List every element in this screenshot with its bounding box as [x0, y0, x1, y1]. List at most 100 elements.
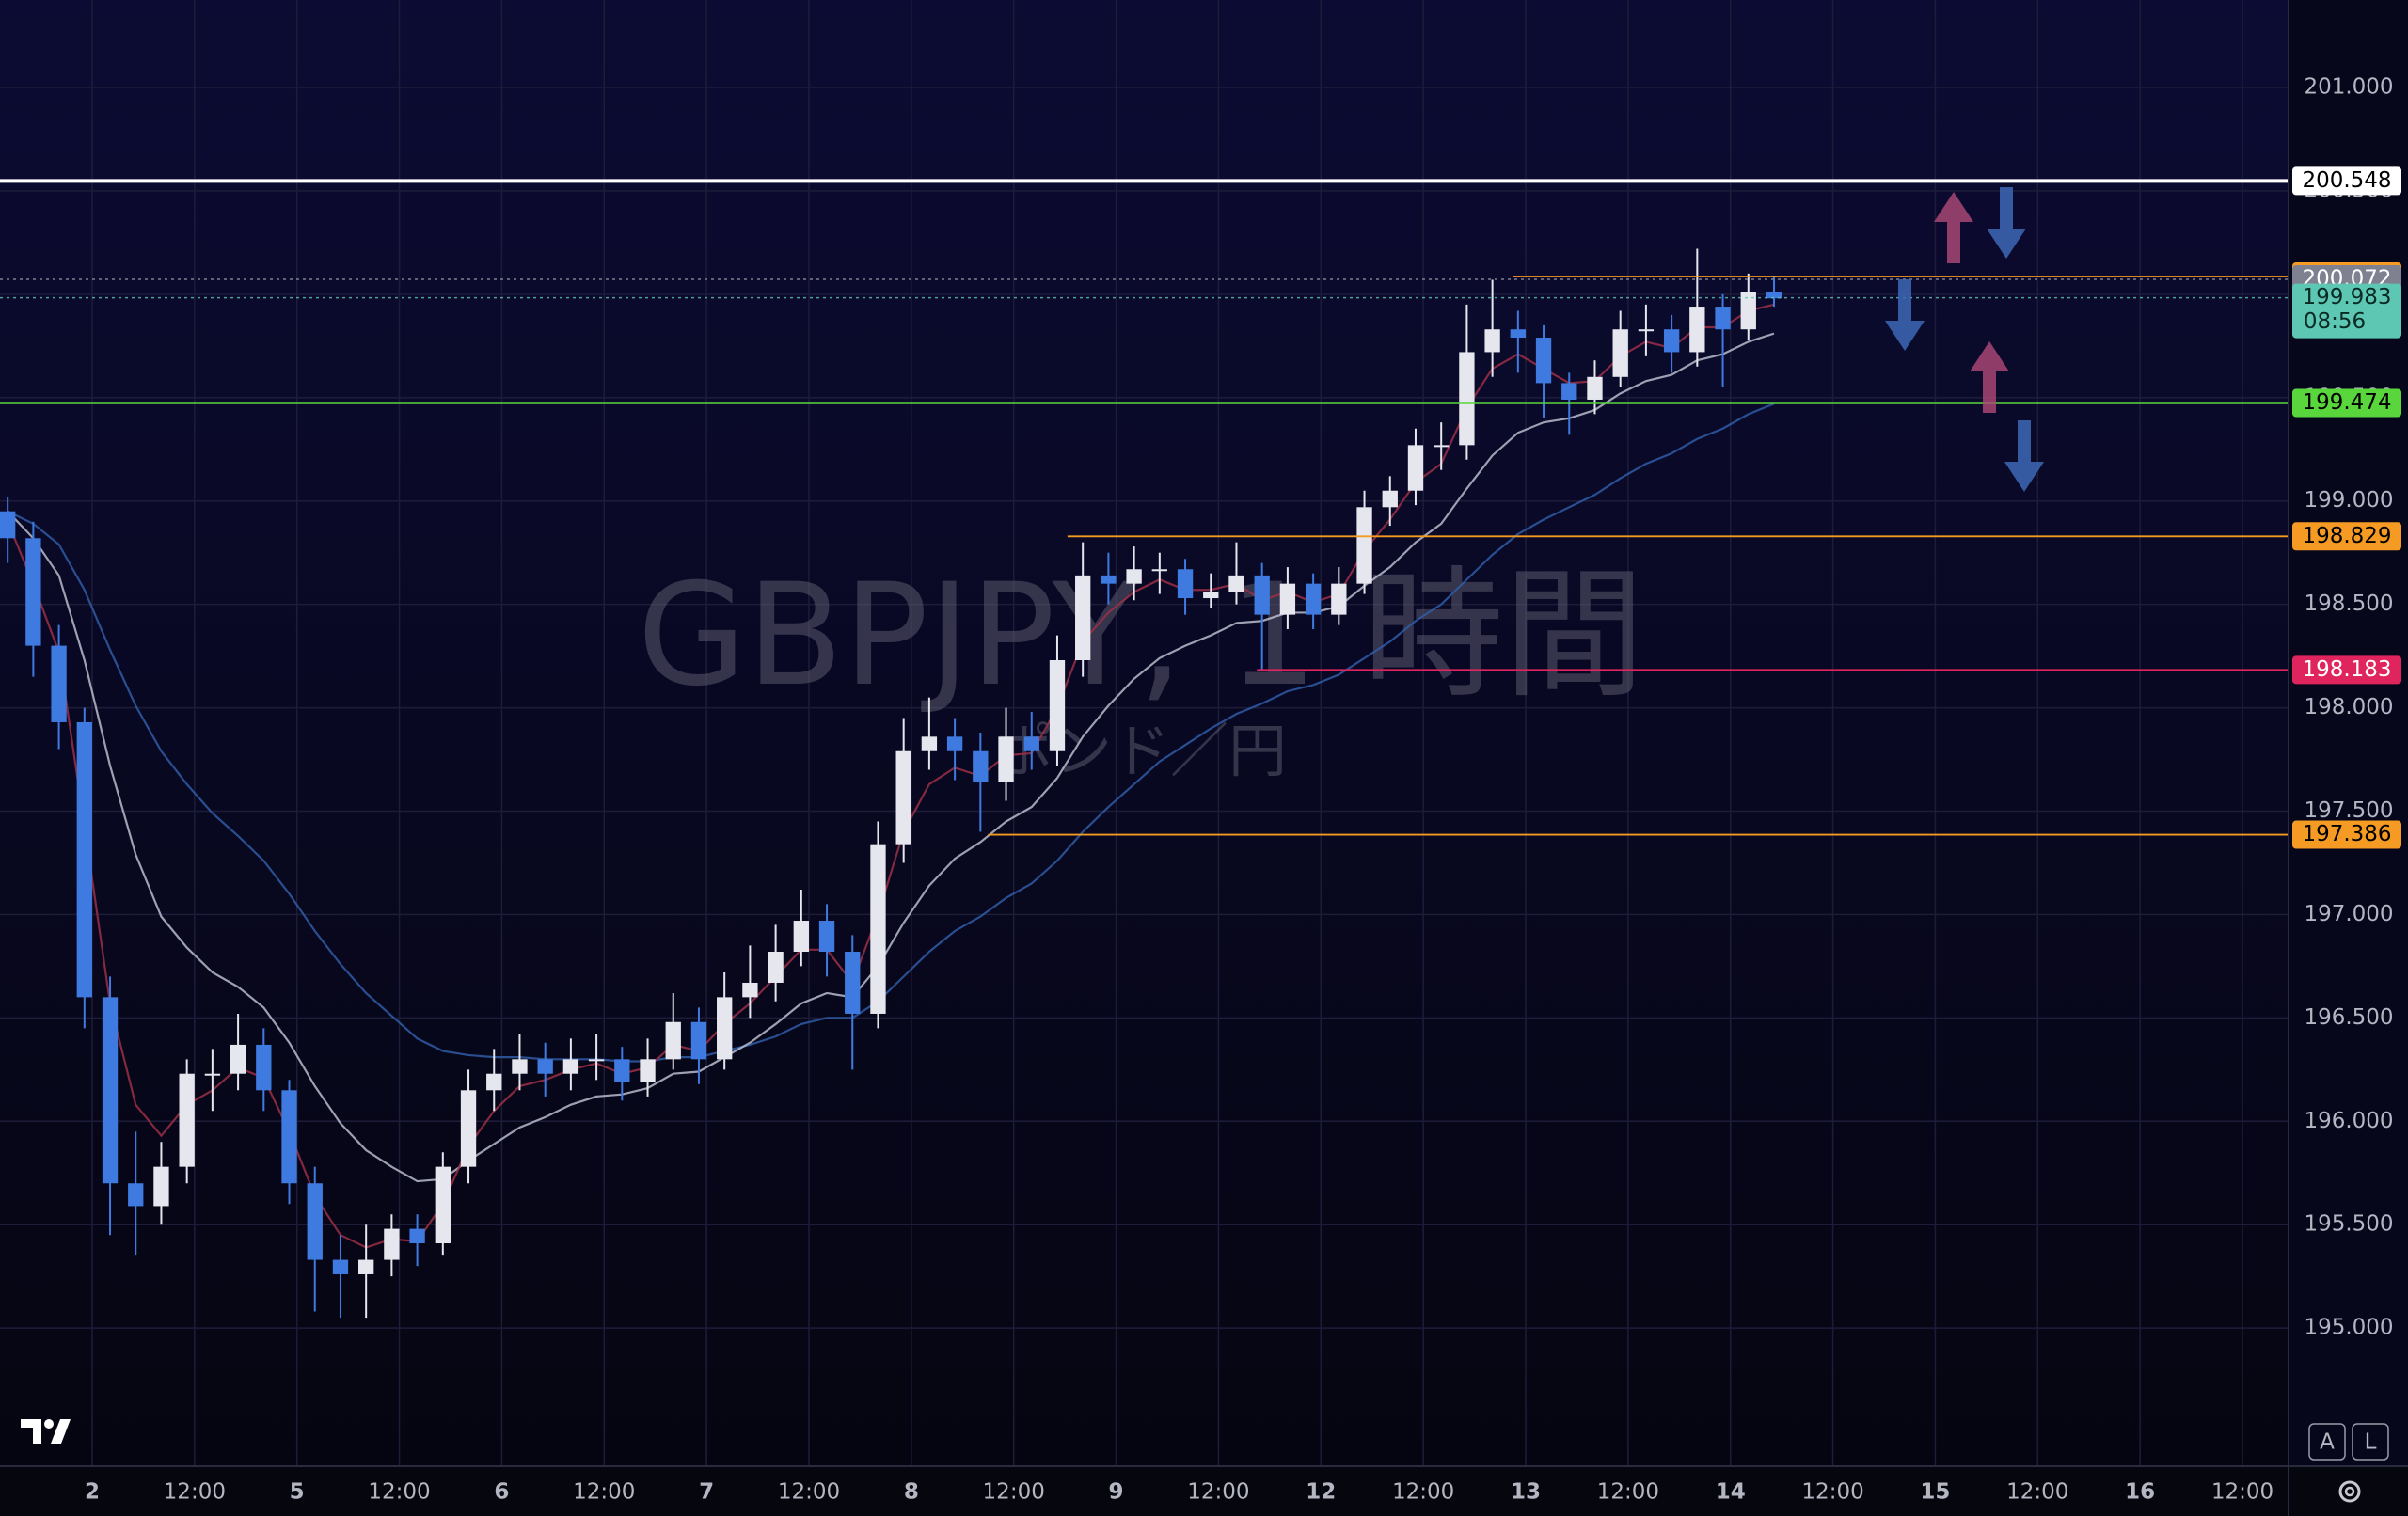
x-tick-label: 12:00: [164, 1480, 226, 1505]
candle-body: [1638, 329, 1655, 332]
candle-body: [384, 1228, 400, 1260]
price-tag-label: 199.983: [2302, 285, 2391, 309]
candle-body: [845, 951, 861, 1014]
x-tick-label: 12:00: [2006, 1480, 2068, 1505]
candle-body: [921, 736, 938, 751]
y-tick-label: 195.000: [2304, 1316, 2393, 1340]
candle-body: [1356, 507, 1372, 584]
candle-body: [768, 951, 784, 983]
candle-body: [1689, 307, 1705, 353]
y-tick-label: 197.500: [2304, 798, 2393, 823]
candle-body: [435, 1166, 451, 1243]
candle-body: [1049, 660, 1066, 751]
price-tag-label: 197.386: [2302, 822, 2391, 846]
x-tick-label: 12:00: [778, 1480, 840, 1505]
candle-body: [128, 1183, 144, 1207]
price-tag: [2292, 820, 2401, 849]
x-tick-label: 12:00: [1597, 1480, 1659, 1505]
candle-body: [895, 750, 911, 845]
price-tag: [2292, 388, 2401, 418]
x-tick-label: 12:00: [573, 1480, 635, 1505]
candle-body: [998, 736, 1014, 782]
y-tick-label: 199.000: [2304, 488, 2393, 513]
arrow-down: [2004, 420, 2044, 492]
x-tick-label: 12:00: [1801, 1480, 1863, 1505]
candle-body: [358, 1259, 374, 1274]
x-tick-label: 8: [904, 1480, 919, 1505]
candle-body: [1075, 575, 1091, 661]
candle-body: [512, 1059, 528, 1074]
candle-body: [1663, 329, 1680, 353]
price-tag-label: 199.474: [2302, 390, 2391, 415]
candle-body: [793, 921, 809, 952]
y-tick-label: 195.500: [2304, 1212, 2393, 1237]
arrow-down: [1885, 279, 1925, 351]
scale-button[interactable]: [2308, 1423, 2346, 1461]
countdown: 08:56: [2304, 309, 2366, 334]
time-axis-panel: [0, 1466, 2408, 1516]
candle-body: [1510, 329, 1526, 339]
y-tick-label: 198.000: [2304, 695, 2393, 719]
x-tick-label: 9: [1109, 1480, 1124, 1505]
x-tick-label: 15: [1920, 1480, 1950, 1505]
x-tick-label: 12:00: [1187, 1480, 1249, 1505]
candle-body: [1766, 292, 1782, 299]
candle-body: [76, 721, 92, 998]
candle-body: [25, 538, 41, 646]
candle-body: [973, 750, 989, 782]
candle-body: [1382, 490, 1398, 508]
x-tick-label: 12: [1306, 1480, 1336, 1505]
candle-body: [614, 1059, 630, 1082]
arrow-up: [1970, 341, 2009, 413]
scale-button-label[interactable]: L: [2365, 1430, 2377, 1455]
y-tick-label: 196.000: [2304, 1109, 2393, 1133]
candle-body: [742, 982, 758, 998]
candle-body: [1101, 575, 1117, 584]
candle-body: [256, 1044, 272, 1091]
price-tag: [2292, 283, 2401, 339]
candle-body: [537, 1059, 553, 1074]
x-tick-label: 12:00: [368, 1480, 430, 1505]
candle-body: [690, 1021, 707, 1060]
scale-button[interactable]: [2352, 1423, 2389, 1461]
candle-body: [153, 1166, 169, 1207]
candle-body: [1561, 383, 1577, 400]
candle-body: [717, 997, 733, 1060]
y-tick-label: 197.000: [2304, 902, 2393, 926]
candle-body: [1279, 583, 1296, 615]
candle-body: [946, 736, 963, 751]
candle-body: [486, 1073, 502, 1091]
x-tick-label: 2: [85, 1480, 100, 1505]
price-tag-label: 200.548: [2302, 168, 2391, 193]
candle-body: [1740, 292, 1756, 330]
candle-body: [1228, 575, 1244, 592]
plot: [0, 179, 2289, 1319]
candle-body: [230, 1044, 246, 1074]
candle-body: [204, 1073, 221, 1076]
settings-button[interactable]: [2338, 1480, 2361, 1503]
candle-body: [179, 1073, 195, 1167]
candle-body: [640, 1059, 656, 1082]
moving-average-line: [7, 303, 1775, 1249]
candle-body: [51, 645, 67, 722]
candle-body: [332, 1259, 349, 1274]
price-axis-panel: [2289, 0, 2408, 1516]
x-tick-label: 12:00: [1392, 1480, 1454, 1505]
y-tick-label: 196.500: [2304, 1005, 2393, 1030]
watermark-subtitle: ポンド／円: [995, 717, 1287, 785]
candle-body: [1715, 307, 1731, 330]
x-tick-label: 12:00: [983, 1480, 1045, 1505]
candle-body: [1407, 445, 1424, 491]
candle-body: [1459, 352, 1475, 446]
candle-body: [1535, 338, 1552, 384]
candle-body: [0, 511, 16, 539]
candle-body: [818, 921, 835, 952]
candle-body: [281, 1090, 297, 1184]
candle-body: [409, 1228, 425, 1243]
x-tick-label: 12:00: [2211, 1480, 2273, 1505]
scale-button-label[interactable]: A: [2320, 1430, 2335, 1455]
candle-body: [1331, 583, 1347, 615]
price-tag: [2292, 522, 2401, 551]
